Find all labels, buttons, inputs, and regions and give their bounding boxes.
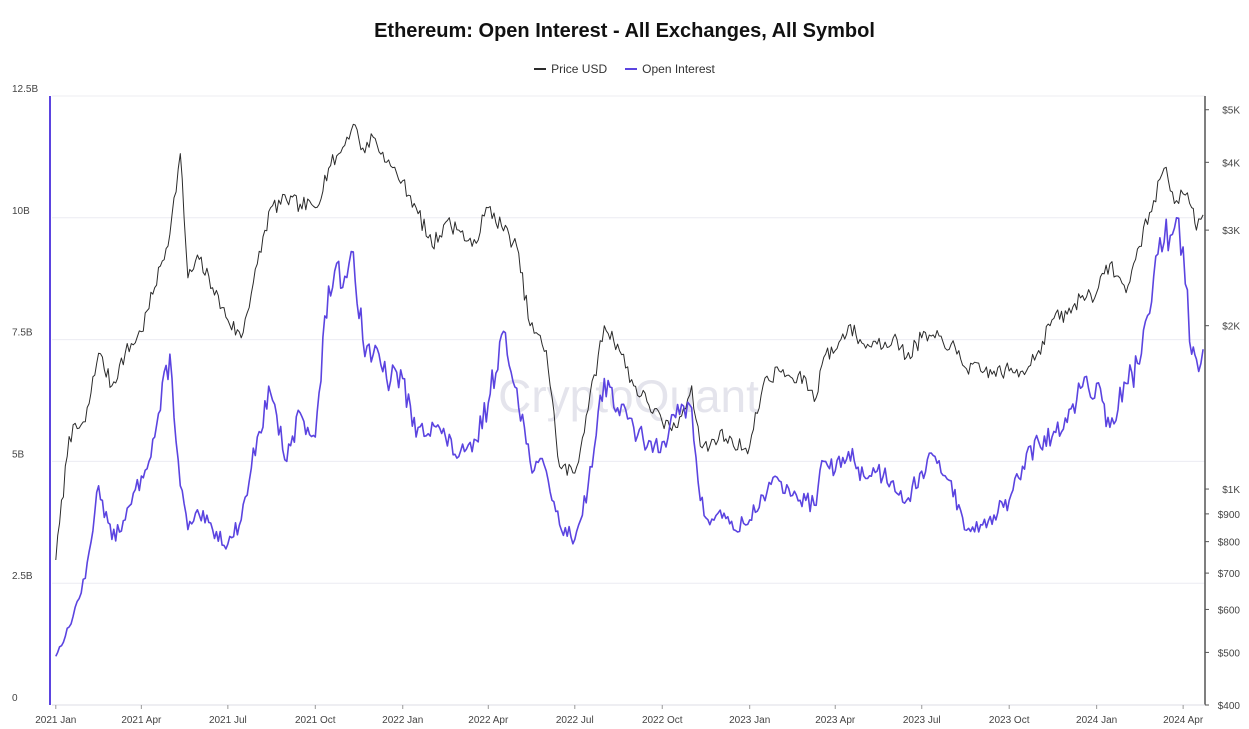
y-right-tick-label: $600 bbox=[1218, 605, 1241, 616]
y-left-tick-label: 12.5B bbox=[12, 84, 38, 95]
x-tick-label: 2022 Apr bbox=[468, 715, 509, 726]
y-right-tick-label: $400 bbox=[1218, 701, 1241, 712]
tick-labels: 0 2.5B 5B 7.5B 10B 12.5B $400 $500 $600 $700 $800 $… bbox=[12, 84, 1240, 726]
axes bbox=[49, 96, 1209, 709]
y-right-tick-label: $700 bbox=[1218, 569, 1241, 580]
legend-item-open-interest[interactable]: Open Interest bbox=[625, 62, 715, 76]
watermark: CryptoQuant bbox=[498, 370, 759, 422]
y-left-tick-label: 2.5B bbox=[12, 571, 33, 582]
x-tick-label: 2021 Jan bbox=[35, 715, 76, 726]
legend-swatch-open-interest bbox=[625, 68, 638, 70]
y-right-tick-label: $4K bbox=[1222, 158, 1240, 169]
y-right-tick-label: $3K bbox=[1222, 226, 1240, 237]
legend-swatch-price bbox=[534, 68, 547, 70]
x-tick-label: 2023 Jul bbox=[903, 715, 941, 726]
x-tick-label: 2024 Apr bbox=[1163, 715, 1204, 726]
y-left-tick-label: 5B bbox=[12, 449, 25, 460]
chart-legend: Price USD Open Interest bbox=[0, 62, 1249, 76]
series-lines bbox=[55, 123, 1204, 657]
legend-label-open-interest: Open Interest bbox=[642, 62, 715, 76]
x-tick-label: 2022 Oct bbox=[642, 715, 683, 726]
x-tick-label: 2021 Jul bbox=[209, 715, 247, 726]
x-tick-label: 2022 Jan bbox=[382, 715, 423, 726]
y-left-tick-label: 7.5B bbox=[12, 328, 33, 339]
y-right-tick-label: $5K bbox=[1222, 106, 1240, 117]
y-right-tick-label: $1K bbox=[1222, 485, 1240, 496]
x-tick-label: 2021 Apr bbox=[121, 715, 162, 726]
y-right-tick-label: $2K bbox=[1222, 322, 1240, 333]
price-line bbox=[55, 123, 1204, 561]
y-right-tick-label: $500 bbox=[1218, 648, 1241, 659]
open-interest-line bbox=[55, 217, 1204, 657]
y-left-tick-label: 0 bbox=[12, 693, 18, 704]
x-tick-label: 2023 Oct bbox=[989, 715, 1030, 726]
x-tick-label: 2022 Jul bbox=[556, 715, 594, 726]
y-right-tick-label: $800 bbox=[1218, 538, 1241, 549]
x-tick-label: 2023 Apr bbox=[815, 715, 856, 726]
x-tick-label: 2024 Jan bbox=[1076, 715, 1117, 726]
y-left-tick-label: 10B bbox=[12, 206, 30, 217]
x-tick-label: 2021 Oct bbox=[295, 715, 336, 726]
y-right-tick-label: $900 bbox=[1218, 510, 1241, 521]
legend-item-price[interactable]: Price USD bbox=[534, 62, 607, 76]
chart-title: Ethereum: Open Interest - All Exchanges,… bbox=[374, 20, 875, 42]
x-tick-label: 2023 Jan bbox=[729, 715, 770, 726]
legend-label-price: Price USD bbox=[551, 62, 608, 76]
